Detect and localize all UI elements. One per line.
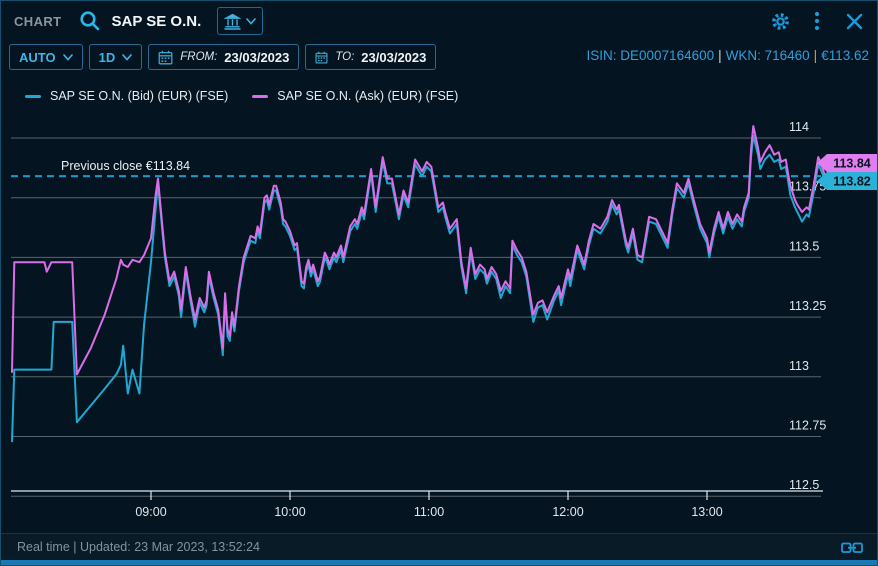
from-date-field[interactable]: FROM: 23/03/2023 [148,44,300,70]
svg-text:113: 113 [789,359,809,373]
interval-dropdown[interactable]: 1D [88,44,143,70]
separator: | [813,48,818,63]
instrument-identifiers: ISIN: DE0007164600 | WKN: 716460 | €113.62 [587,48,869,63]
topbar: CHART SAP SE O.N. [1,1,877,41]
legend-label-ask: SAP SE O.N. (Ask) (EUR) (FSE) [277,89,459,103]
kebab-menu-icon[interactable] [806,10,828,32]
legend-label-bid: SAP SE O.N. (Bid) (EUR) (FSE) [50,89,229,103]
bid-line-swatch [25,94,41,98]
svg-text:113.25: 113.25 [789,299,826,313]
legend-item-bid[interactable]: SAP SE O.N. (Bid) (EUR) (FSE) [25,89,228,103]
svg-text:13:00: 13:00 [691,505,722,519]
svg-text:114: 114 [789,120,809,134]
interval-label: 1D [98,49,116,65]
wkn-value: WKN: 716460 [725,48,810,63]
svg-text:113.82: 113.82 [833,174,871,188]
ask-line-swatch [252,94,269,98]
isin-value: ISIN: DE0007164600 [586,48,715,63]
svg-text:09:00: 09:00 [135,505,166,519]
svg-text:113.75: 113.75 [789,180,826,194]
toolbar: AUTO 1D FROM: [9,44,437,70]
chevron-down-icon [122,53,133,61]
svg-text:113.84: 113.84 [833,156,871,170]
exchange-selector-button[interactable] [217,7,264,35]
link-icon[interactable] [840,538,864,556]
svg-text:112.75: 112.75 [789,419,826,433]
svg-text:Previous close €113.84: Previous close €113.84 [61,159,190,173]
chevron-down-icon [62,53,73,61]
svg-text:112.5: 112.5 [789,478,819,492]
from-label: FROM: [180,51,218,63]
legend-item-ask[interactable]: SAP SE O.N. (Ask) (EUR) (FSE) [252,89,458,103]
bank-icon [224,13,242,30]
realtime-status-text: Real time | Updated: 23 Mar 2023, 13:52:… [17,540,260,554]
instrument-title: SAP SE O.N. [111,12,202,30]
search-icon[interactable] [77,8,103,34]
calendar-icon [315,51,328,64]
auto-scale-label: AUTO [19,49,56,65]
legend: SAP SE O.N. (Bid) (EUR) (FSE) SAP SE O.N… [25,89,458,103]
chart-label: CHART [14,13,62,29]
to-date-field[interactable]: TO: 23/03/2023 [305,44,437,70]
svg-text:10:00: 10:00 [274,505,305,519]
auto-scale-dropdown[interactable]: AUTO [9,44,83,70]
chevron-down-icon [246,17,257,25]
from-value: 23/03/2023 [224,49,290,65]
statusbar: Real time | Updated: 23 Mar 2023, 13:52:… [1,533,877,560]
svg-text:12:00: 12:00 [552,505,583,519]
svg-text:113.5: 113.5 [789,239,819,253]
bottom-accent-bar [1,560,877,565]
separator: | [718,48,722,63]
to-label: TO: [335,51,355,63]
close-icon[interactable] [843,10,865,32]
current-price: €113.62 [821,48,869,63]
gear-icon[interactable] [769,10,791,32]
svg-text:11:00: 11:00 [414,505,444,519]
to-value: 23/03/2023 [361,49,427,65]
calendar-icon [158,50,173,64]
